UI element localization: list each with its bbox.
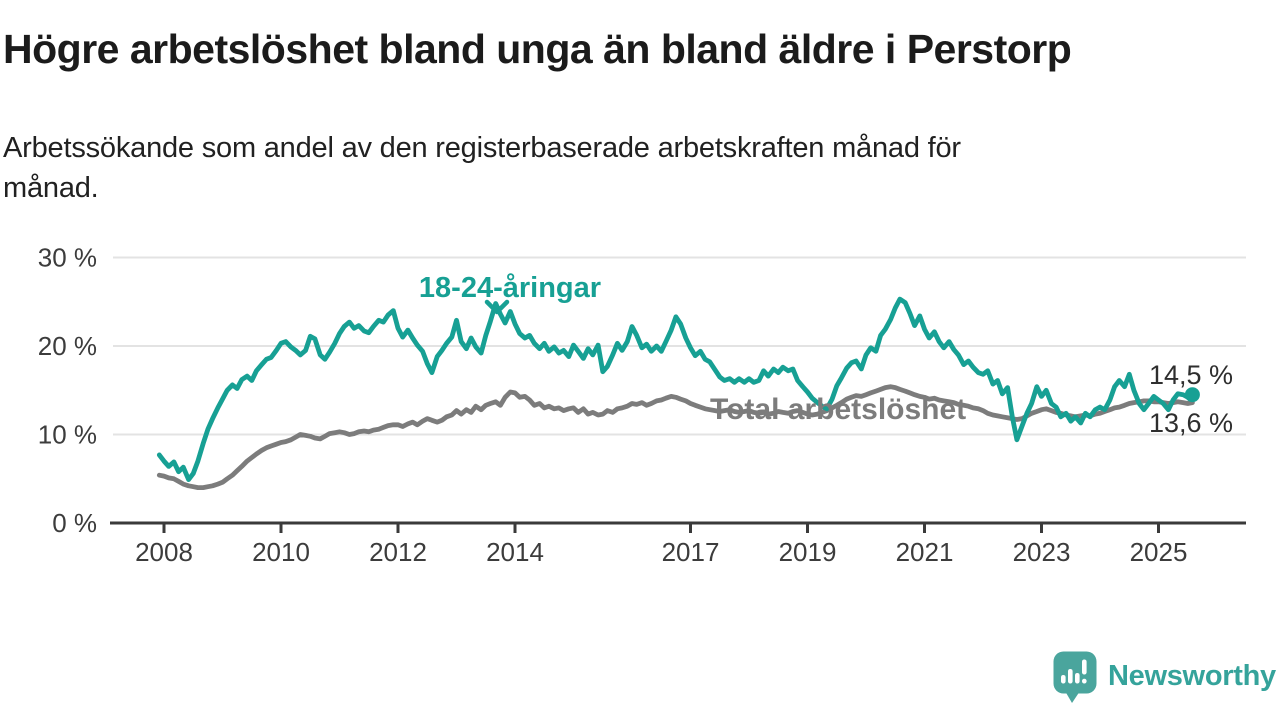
y-tick-label: 10 % xyxy=(38,420,97,450)
label-caret-icon xyxy=(484,299,510,315)
latest-value-dot xyxy=(1184,387,1200,403)
series-line-young xyxy=(156,296,1195,482)
y-tick-label: 30 % xyxy=(38,243,97,273)
end-value-label-total: 13,6 % xyxy=(1149,408,1233,438)
chart-subtitle: Arbetssökande som andel av den registerb… xyxy=(3,128,1203,208)
end-value-label-young: 14,5 % xyxy=(1149,360,1233,390)
series-line-total xyxy=(156,384,1195,490)
x-tick-label: 2008 xyxy=(135,537,193,567)
x-tick-label: 2012 xyxy=(369,537,427,567)
x-tick-label: 2017 xyxy=(662,537,720,567)
newsworthy-logo-text: Newsworthy xyxy=(1108,660,1276,692)
series-label-young: 18-24-åringar xyxy=(419,272,601,304)
y-tick-label: 0 % xyxy=(52,508,97,538)
x-tick-label: 2019 xyxy=(779,537,837,567)
x-tick-label: 2010 xyxy=(252,537,310,567)
x-tick-label: 2014 xyxy=(486,537,544,567)
page-title: Högre arbetslöshet bland unga än bland ä… xyxy=(3,26,1072,72)
newsworthy-logo-icon xyxy=(1053,651,1097,703)
x-tick-label: 2021 xyxy=(896,537,954,567)
x-tick-label: 2023 xyxy=(1013,537,1071,567)
newsworthy-logo: Newsworthy xyxy=(1052,650,1276,703)
chart-subtitle-line2: månad. xyxy=(3,172,99,205)
x-tick-label: 2025 xyxy=(1130,537,1188,567)
chart-subtitle-line1: Arbetssökande som andel av den registerb… xyxy=(3,132,961,164)
series-label-total: Total arbetslöshet xyxy=(710,393,966,426)
y-tick-label: 20 % xyxy=(38,331,97,361)
